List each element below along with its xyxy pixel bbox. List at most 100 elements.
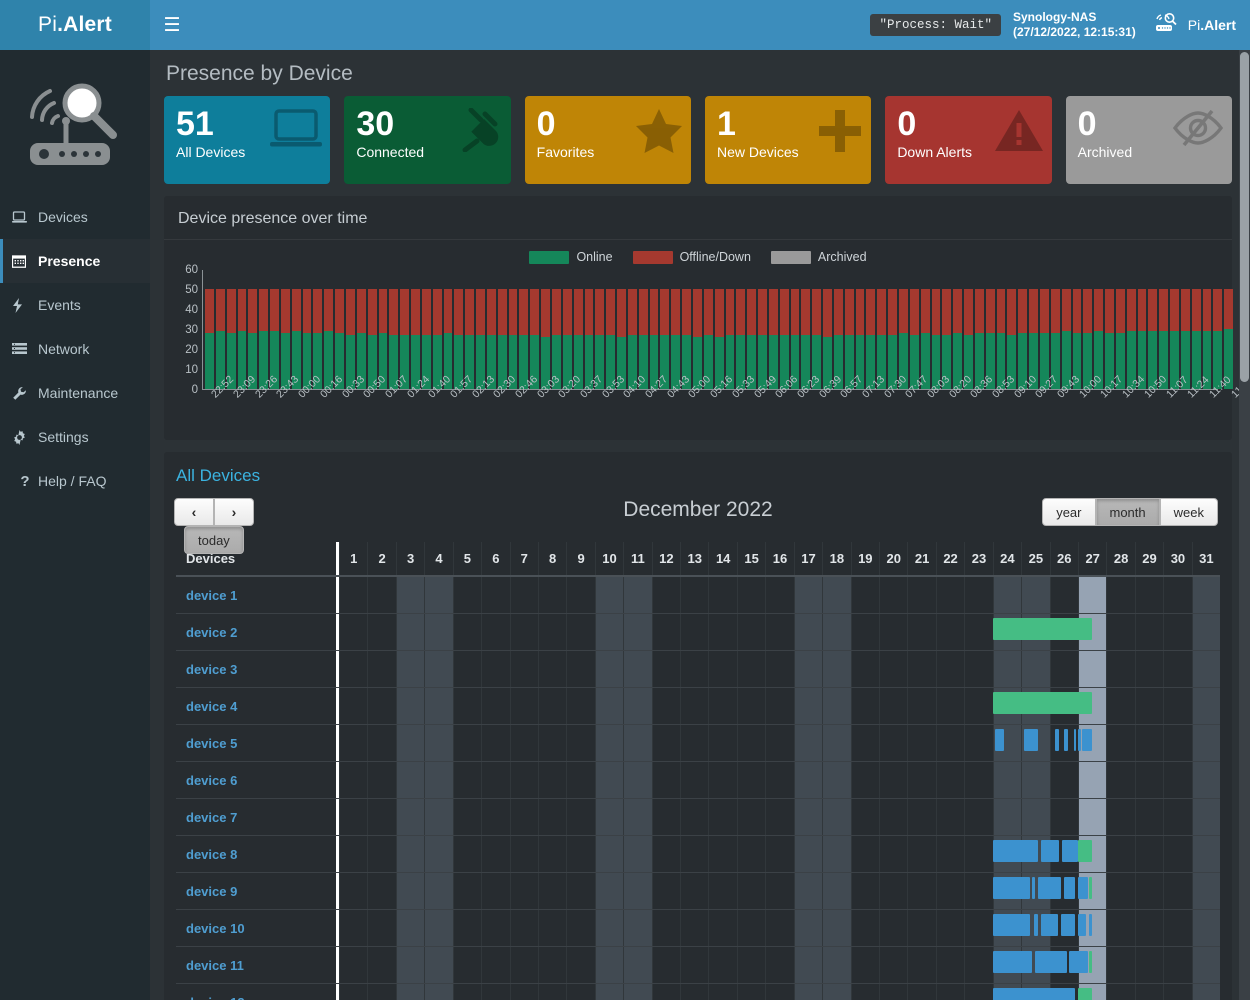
calendar-cell[interactable] <box>452 799 481 835</box>
calendar-device-name[interactable]: device 12 <box>176 984 339 1000</box>
calendar-cell[interactable] <box>708 984 736 1000</box>
calendar-cell[interactable] <box>879 725 907 761</box>
calendar-cell[interactable] <box>651 762 680 798</box>
calendar-cell[interactable] <box>765 984 793 1000</box>
calendar-cell[interactable] <box>623 947 652 983</box>
calendar-cell[interactable] <box>708 836 736 872</box>
calendar-cell[interactable] <box>765 873 793 909</box>
calendar-day-header[interactable]: 5 <box>452 542 481 575</box>
calendar-day-header[interactable]: 6 <box>481 542 509 575</box>
calendar-cell[interactable] <box>1163 984 1191 1000</box>
calendar-cell[interactable] <box>907 614 935 650</box>
chart-bar[interactable] <box>1159 289 1169 389</box>
calendar-cell[interactable] <box>907 725 935 761</box>
calendar-cell[interactable] <box>879 614 907 650</box>
calendar-cell[interactable] <box>537 873 566 909</box>
calendar-cell[interactable] <box>793 688 823 724</box>
calendar-cell[interactable] <box>537 984 566 1000</box>
calendar-event-bar[interactable] <box>992 988 1076 1000</box>
calendar-day-header[interactable]: 29 <box>1134 542 1163 575</box>
calendar-cell[interactable] <box>680 873 708 909</box>
calendar-cell[interactable] <box>992 577 1022 613</box>
calendar-cell[interactable] <box>481 762 509 798</box>
chart-bar[interactable] <box>259 289 269 389</box>
chart-bar[interactable] <box>833 289 843 389</box>
calendar-device-name[interactable]: device 6 <box>176 762 339 798</box>
calendar-cell[interactable] <box>623 577 652 613</box>
calendar-device-name[interactable]: device 9 <box>176 873 339 909</box>
calendar-event-bar[interactable] <box>995 729 1004 751</box>
calendar-event-bar[interactable] <box>1089 914 1093 936</box>
calendar-cell[interactable] <box>850 614 879 650</box>
calendar-cell[interactable] <box>481 947 509 983</box>
calendar-cell[interactable] <box>822 651 851 687</box>
stat-card-new-devices[interactable]: 1 New Devices <box>704 96 872 184</box>
chart-bar[interactable] <box>877 289 887 389</box>
calendar-cell[interactable] <box>537 688 566 724</box>
calendar-cell[interactable] <box>623 873 652 909</box>
calendar-day-header[interactable]: 10 <box>594 542 623 575</box>
calendar-cell[interactable] <box>992 651 1022 687</box>
calendar-cell[interactable] <box>736 947 765 983</box>
calendar-cell[interactable] <box>566 614 594 650</box>
chart-bar[interactable] <box>454 289 464 389</box>
calendar-event-bar[interactable] <box>1040 914 1058 936</box>
calendar-cell[interactable] <box>424 651 453 687</box>
chart-bar[interactable] <box>486 289 496 389</box>
calendar-cell[interactable] <box>1163 910 1191 946</box>
chart-bar[interactable] <box>411 289 420 389</box>
chart-bar[interactable] <box>627 289 637 389</box>
calendar-event-bar[interactable] <box>1035 951 1067 973</box>
chart-bar[interactable] <box>280 289 290 389</box>
calendar-cell[interactable] <box>992 799 1022 835</box>
chart-bar[interactable] <box>1094 289 1104 389</box>
calendar-cell[interactable] <box>708 688 736 724</box>
calendar-day-header[interactable]: 22 <box>935 542 964 575</box>
calendar-cell[interactable] <box>822 984 851 1000</box>
calendar-device-name[interactable]: device 8 <box>176 836 339 872</box>
calendar-event-bar[interactable] <box>992 840 1039 862</box>
calendar-cell[interactable] <box>537 725 566 761</box>
calendar-cell[interactable] <box>680 614 708 650</box>
calendar-cell[interactable] <box>395 651 425 687</box>
chart-bar[interactable] <box>432 289 442 389</box>
calendar-cell[interactable] <box>708 725 736 761</box>
calendar-cell[interactable] <box>339 688 367 724</box>
chart-bar[interactable] <box>779 289 789 389</box>
chart-bar[interactable] <box>476 289 485 389</box>
calendar-cell[interactable] <box>594 910 624 946</box>
chart-bar[interactable] <box>291 289 301 389</box>
calendar-cell[interactable] <box>1191 836 1221 872</box>
chart-bar[interactable] <box>356 289 366 389</box>
calendar-day-header[interactable]: 2 <box>367 542 395 575</box>
calendar-cell[interactable] <box>509 799 538 835</box>
calendar-cell[interactable] <box>850 688 879 724</box>
calendar-cell[interactable] <box>339 725 367 761</box>
stat-card-down-alerts[interactable]: 0 Down Alerts <box>885 96 1052 184</box>
calendar-cell[interactable] <box>765 725 793 761</box>
calendar-cell[interactable] <box>1191 725 1221 761</box>
calendar-cell[interactable] <box>680 836 708 872</box>
calendar-cell[interactable] <box>1163 762 1191 798</box>
calendar-cell[interactable] <box>623 799 652 835</box>
calendar-cell[interactable] <box>1106 577 1134 613</box>
calendar-event-bar[interactable] <box>1033 914 1039 936</box>
calendar-cell[interactable] <box>822 910 851 946</box>
calendar-cell[interactable] <box>1191 614 1221 650</box>
calendar-cell[interactable] <box>566 873 594 909</box>
calendar-cell[interactable] <box>793 577 823 613</box>
calendar-cell[interactable] <box>736 910 765 946</box>
calendar-event-bar[interactable] <box>992 692 1093 714</box>
calendar-cell[interactable] <box>594 984 624 1000</box>
chart-bar[interactable] <box>1191 289 1201 389</box>
calendar-cell[interactable] <box>339 947 367 983</box>
calendar-cell[interactable] <box>481 873 509 909</box>
calendar-cell[interactable] <box>1021 651 1050 687</box>
calendar-cell[interactable] <box>964 836 992 872</box>
legend-item[interactable]: Offline/Down <box>632 250 751 264</box>
chart-bar[interactable] <box>530 289 540 389</box>
calendar-cell[interactable] <box>1134 651 1163 687</box>
calendar-cell[interactable] <box>537 836 566 872</box>
calendar-cell[interactable] <box>1191 577 1221 613</box>
calendar-cell[interactable] <box>1106 873 1134 909</box>
